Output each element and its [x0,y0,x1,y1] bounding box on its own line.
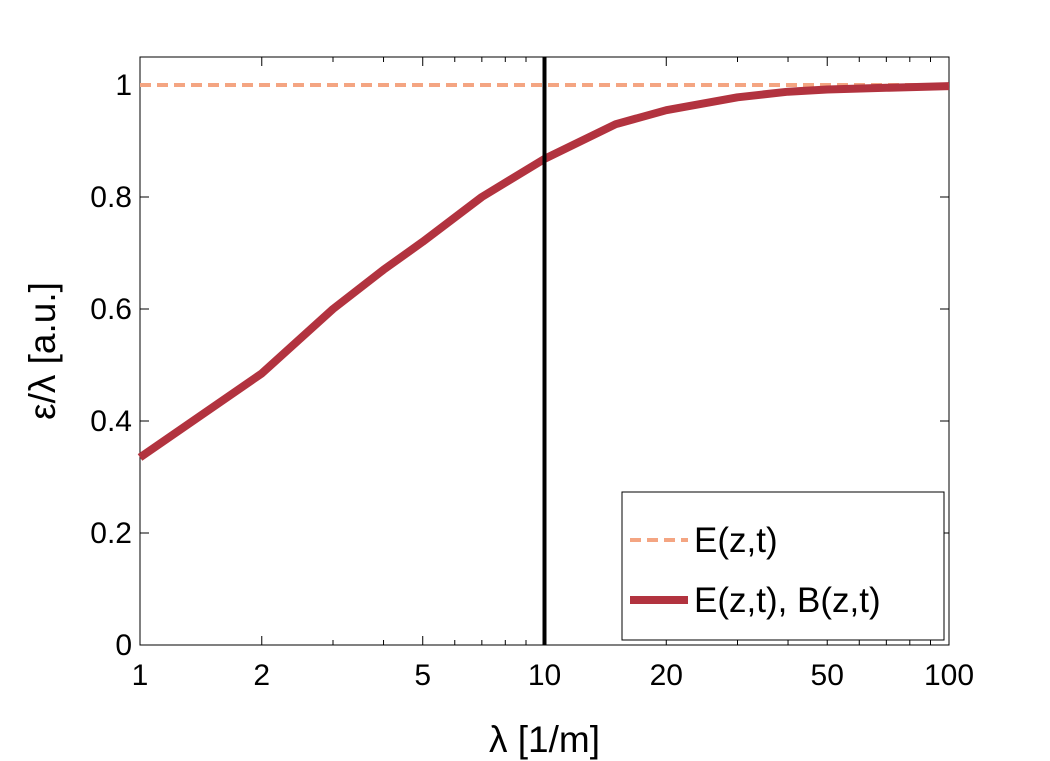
legend: E(z,t) E(z,t), B(z,t) [621,491,945,641]
x-tick-label: 1 [132,659,149,692]
x-tick-label: 50 [811,659,844,692]
y-tick-label: 0.2 [90,517,132,550]
x-tick-label: 2 [253,659,270,692]
series-line-2 [137,82,950,461]
x-tick-label: 20 [650,659,683,692]
y-tick-label: 0.6 [90,293,132,326]
x-tick-label: 100 [924,659,974,692]
plot-series [137,57,950,645]
y-tick-label: 1 [115,69,132,102]
y-tick-label: 0.4 [90,405,132,438]
legend-label-2: E(z,t), B(z,t) [694,581,881,620]
x-axis-label: λ [1/m] [489,719,600,760]
x-tick-label: 5 [414,659,431,692]
y-axis-label: ε/λ [a.u.] [22,282,63,420]
y-tick-label: 0 [115,629,132,662]
axes: 1 2 5 10 20 50 100 0 0.2 0.4 0.6 0.8 1 λ [1/m] ε/λ [a.… [22,56,974,760]
legend-label-1: E(z,t) [694,521,778,560]
x-tick-label: 10 [528,659,561,692]
y-tick-label: 0.8 [90,181,132,214]
legend-box [621,491,945,641]
